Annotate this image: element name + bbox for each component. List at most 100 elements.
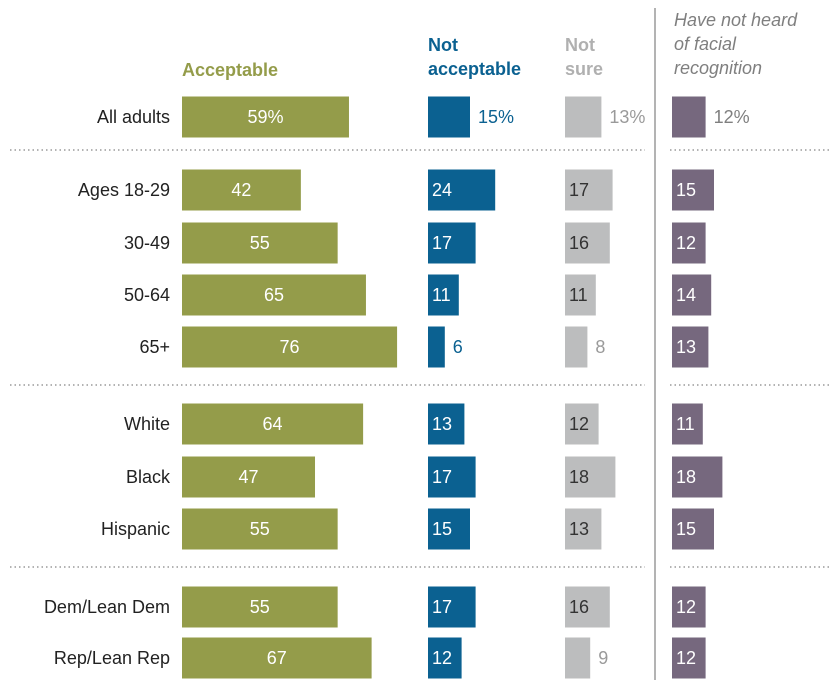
- value-label-have-not-heard-of-facial-recognition: 14: [676, 285, 696, 305]
- value-label-have-not-heard-of-facial-recognition: 15: [676, 519, 696, 539]
- bar-acceptable: [182, 96, 349, 138]
- row-label: Hispanic: [101, 519, 170, 539]
- header-not-sure: Not sure: [565, 35, 603, 79]
- bar-acceptable: [182, 274, 366, 316]
- bar-have-not-heard-of-facial-recognition: [672, 96, 706, 138]
- row-label: White: [124, 414, 170, 434]
- header-not-heard: Have not heard of facial recognition: [674, 10, 798, 78]
- row-white: White 64 13 12 11: [124, 403, 703, 445]
- row-label: 65+: [139, 337, 170, 357]
- bar-have-not-heard-of-facial-recognition: [672, 274, 712, 316]
- value-label-not-sure: 17: [569, 180, 589, 200]
- bar-acceptable: [182, 456, 316, 498]
- row-ages-18-29: Ages 18-29 42 24 17 15: [78, 169, 714, 211]
- row-label: Ages 18-29: [78, 180, 170, 200]
- bar-not-acceptable: [428, 222, 476, 264]
- bar-not-sure: [565, 637, 591, 679]
- value-label-have-not-heard-of-facial-recognition: 12%: [714, 107, 750, 127]
- value-label-have-not-heard-of-facial-recognition: 18: [676, 467, 696, 487]
- bar-acceptable: [182, 508, 338, 550]
- value-label-not-sure: 11: [569, 285, 588, 305]
- value-label-not-acceptable: 6: [453, 337, 463, 357]
- group-separators: [10, 149, 832, 568]
- bar-acceptable: [182, 403, 364, 445]
- row-all-adults: All adults 59% 15% 13% 12%: [97, 96, 750, 138]
- bar-not-sure: [565, 326, 588, 368]
- value-label-not-sure: 8: [595, 337, 605, 357]
- value-label-acceptable: 64: [263, 414, 283, 434]
- bar-have-not-heard-of-facial-recognition: [672, 456, 723, 498]
- bar-have-not-heard-of-facial-recognition: [672, 222, 706, 264]
- value-label-have-not-heard-of-facial-recognition: 15: [676, 180, 696, 200]
- bar-acceptable: [182, 586, 338, 628]
- row-65-: 65+ 76 6 8 13: [139, 326, 709, 368]
- value-label-have-not-heard-of-facial-recognition: 12: [676, 648, 696, 668]
- value-label-acceptable: 65: [264, 285, 284, 305]
- bar-not-sure: [565, 274, 596, 316]
- value-label-not-acceptable: 17: [432, 597, 452, 617]
- bar-have-not-heard-of-facial-recognition: [672, 169, 714, 211]
- bar-not-acceptable: [428, 586, 476, 628]
- bar-not-sure: [565, 222, 610, 264]
- bar-not-acceptable: [428, 326, 445, 368]
- value-label-not-acceptable: 17: [432, 233, 452, 253]
- chart-rows: All adults 59% 15% 13% 12% Ages 18-29 42 24 17 15…: [44, 96, 750, 679]
- bar-not-acceptable: [428, 508, 470, 550]
- bar-not-acceptable: [428, 274, 459, 316]
- value-label-acceptable: 67: [267, 648, 287, 668]
- value-label-acceptable: 42: [231, 180, 251, 200]
- value-label-not-acceptable: 15%: [478, 107, 514, 127]
- bar-not-acceptable: [428, 169, 496, 211]
- bar-have-not-heard-of-facial-recognition: [672, 508, 714, 550]
- bar-acceptable: [182, 637, 372, 679]
- value-label-have-not-heard-of-facial-recognition: 12: [676, 597, 696, 617]
- row-dem-lean-dem: Dem/Lean Dem 55 17 16 12: [44, 586, 706, 628]
- bar-have-not-heard-of-facial-recognition: [672, 637, 706, 679]
- bar-acceptable: [182, 326, 398, 368]
- bar-not-acceptable: [428, 403, 465, 445]
- value-label-have-not-heard-of-facial-recognition: 12: [676, 233, 696, 253]
- value-label-acceptable: 55: [250, 233, 270, 253]
- bar-not-sure: [565, 586, 610, 628]
- value-label-not-sure: 16: [569, 233, 589, 253]
- row-label: Black: [126, 467, 171, 487]
- bar-not-acceptable: [428, 456, 476, 498]
- value-label-not-acceptable: 11: [432, 285, 451, 305]
- bar-acceptable: [182, 169, 301, 211]
- bar-not-acceptable: [428, 96, 470, 138]
- row-hispanic: Hispanic 55 15 13 15: [101, 508, 714, 550]
- value-label-have-not-heard-of-facial-recognition: 11: [676, 414, 695, 434]
- bar-not-sure: [565, 169, 613, 211]
- row-label: 30-49: [124, 233, 170, 253]
- value-label-acceptable: 76: [280, 337, 300, 357]
- value-label-not-acceptable: 13: [432, 414, 452, 434]
- value-label-not-sure: 18: [569, 467, 589, 487]
- value-label-not-acceptable: 17: [432, 467, 452, 487]
- bar-not-sure: [565, 456, 616, 498]
- row-rep-lean-rep: Rep/Lean Rep 67 12 9 12: [54, 637, 706, 679]
- row-label: Dem/Lean Dem: [44, 597, 170, 617]
- row-label: All adults: [97, 107, 170, 127]
- bar-have-not-heard-of-facial-recognition: [672, 403, 703, 445]
- value-label-acceptable: 59%: [247, 107, 283, 127]
- value-label-not-acceptable: 15: [432, 519, 452, 539]
- bar-not-acceptable: [428, 637, 462, 679]
- value-label-not-sure: 13%: [609, 107, 645, 127]
- row-30-49: 30-49 55 17 16 12: [124, 222, 706, 264]
- bar-not-sure: [565, 508, 602, 550]
- value-label-acceptable: 55: [250, 519, 270, 539]
- bar-acceptable: [182, 222, 338, 264]
- value-label-not-sure: 13: [569, 519, 589, 539]
- value-label-not-acceptable: 24: [432, 180, 452, 200]
- value-label-have-not-heard-of-facial-recognition: 13: [676, 337, 696, 357]
- bar-have-not-heard-of-facial-recognition: [672, 326, 709, 368]
- header-not-acceptable: Not acceptable: [428, 35, 521, 79]
- value-label-not-acceptable: 12: [432, 648, 452, 668]
- header-acceptable: Acceptable: [182, 60, 278, 80]
- row-50-64: 50-64 65 11 11 14: [124, 274, 712, 316]
- value-label-not-sure: 16: [569, 597, 589, 617]
- row-label: 50-64: [124, 285, 170, 305]
- value-label-not-sure: 9: [598, 648, 608, 668]
- value-label-not-sure: 12: [569, 414, 589, 434]
